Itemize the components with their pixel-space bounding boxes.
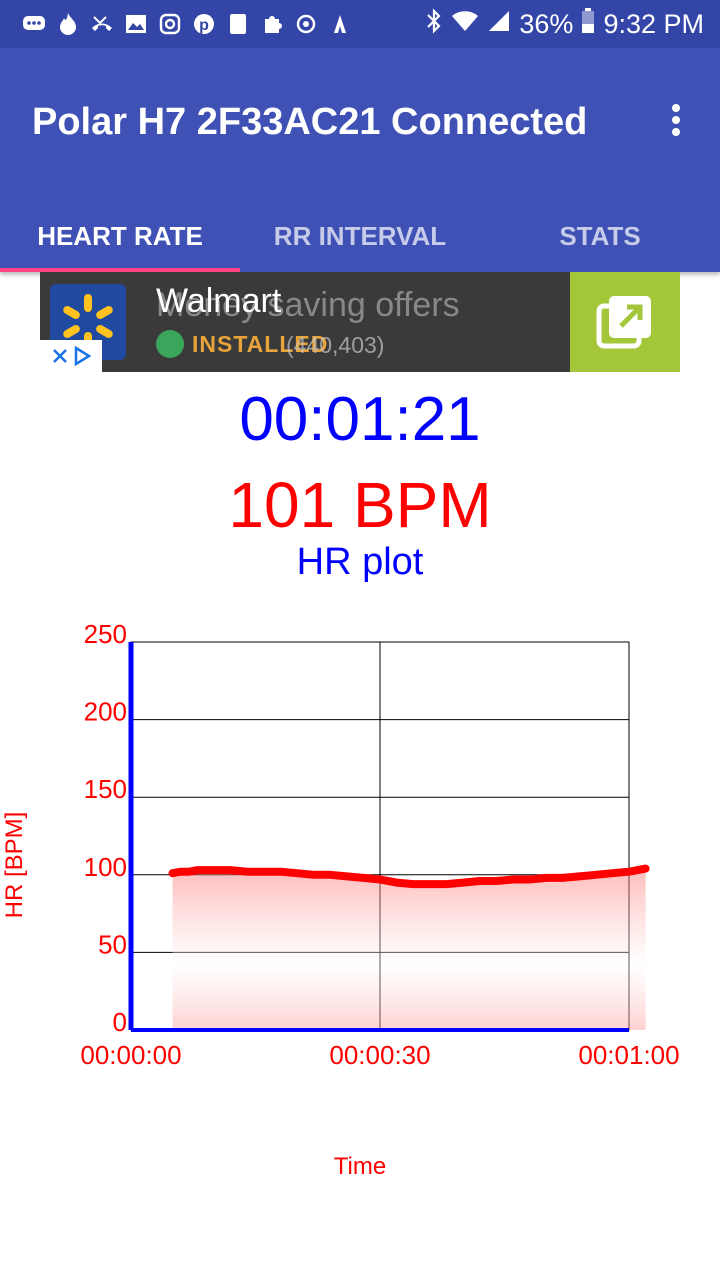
battery-percent: 36% (519, 9, 574, 39)
app-bar: Polar H7 2F33AC21 Connected HEART RATE R… (0, 48, 720, 272)
tab-bar: HEART RATE RR INTERVAL STATS (0, 200, 720, 272)
bluetooth-icon (425, 8, 443, 41)
y-tick-label: 50 (98, 929, 127, 959)
y-axis-label: HR [BPM] (1, 812, 28, 919)
instagram-icon (158, 12, 182, 36)
battery-icon (581, 8, 595, 41)
clipboard-icon (226, 12, 250, 36)
activity-icon (328, 12, 352, 36)
x-tick-label: 00:01:00 (578, 1040, 679, 1070)
sync-icon (294, 12, 318, 36)
missed-call-icon (90, 12, 114, 36)
puzzle-icon (260, 12, 284, 36)
tab-heart-rate[interactable]: HEART RATE (0, 200, 240, 272)
x-axis-label: Time (334, 1153, 386, 1180)
ad-advertiser: Walmart (156, 282, 282, 320)
status-bar: p 36% 9:32 PM (0, 0, 720, 48)
messages-icon (22, 12, 46, 36)
tab-stats[interactable]: STATS (559, 220, 641, 251)
ad-open-button[interactable] (570, 272, 680, 372)
tinder-icon (56, 12, 80, 36)
svg-text:p: p (199, 17, 209, 34)
ad-installed-label: INSTALLED (192, 330, 329, 357)
app-title: Polar H7 2F33AC21 Connected (32, 101, 588, 143)
overflow-menu-icon[interactable] (662, 100, 690, 140)
system-status: 36% 9:32 PM (425, 8, 704, 41)
notification-icons: p (22, 10, 352, 38)
chart-title: HR plot (296, 541, 424, 583)
tab-rr-interval[interactable]: RR INTERVAL (273, 220, 447, 251)
adchoices-icon[interactable] (40, 340, 102, 372)
heart-rate-readout: 101 BPM (228, 469, 492, 541)
signal-icon (487, 9, 511, 40)
check-icon (156, 330, 184, 358)
elapsed-timer: 00:01:21 (239, 385, 481, 454)
wifi-icon (451, 9, 479, 40)
y-tick-label: 150 (84, 774, 127, 804)
x-tick-label: 00:00:30 (329, 1040, 430, 1070)
open-external-icon (596, 296, 651, 349)
ad-rating-count: (440,403) (286, 332, 385, 358)
y-tick-label: 200 (84, 697, 127, 727)
ad-installed-badge: INSTALLED (156, 330, 328, 358)
clock: 9:32 PM (603, 9, 704, 39)
y-tick-label: 100 (84, 852, 127, 882)
y-tick-label: 0 (113, 1007, 127, 1037)
walmart-logo-icon (50, 284, 126, 360)
hr-area-fill (172, 868, 646, 1030)
gallery-icon (124, 12, 148, 36)
ad-headline: Money saving offers (156, 286, 460, 324)
hr-series-line (168, 864, 650, 889)
ad-banner[interactable]: Money saving offers Walmart INSTALLED (4… (40, 272, 680, 372)
x-tick-label: 00:00:00 (80, 1040, 181, 1070)
pinterest-icon: p (192, 12, 216, 36)
y-tick-label: 250 (84, 619, 127, 649)
